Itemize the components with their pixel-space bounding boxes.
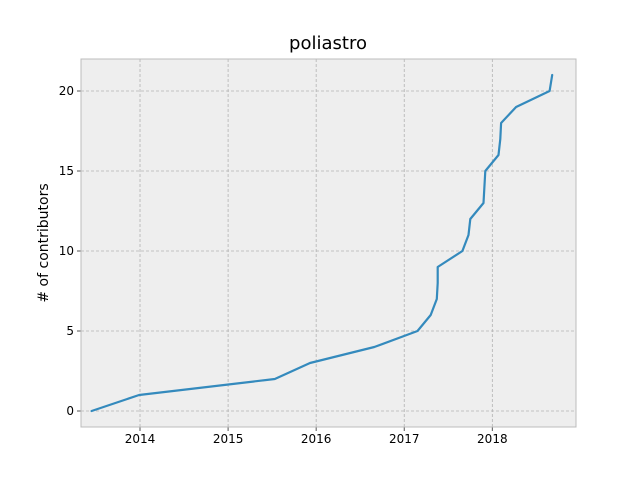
plot-area: [81, 59, 576, 427]
series-line: [90, 73, 554, 413]
x-tick-label: 2018: [477, 432, 508, 446]
plot-frame: [80, 58, 577, 428]
x-tick-label: 2016: [301, 432, 332, 446]
y-tick-label: 15: [59, 164, 74, 178]
x-axis-ticks: 2014 2015 2016 2017 2018: [125, 427, 508, 446]
y-tick-label: 5: [66, 324, 74, 338]
x-tick-label: 2017: [389, 432, 420, 446]
chart-title: poliastro: [289, 33, 367, 54]
x-tick-label: 2015: [213, 432, 244, 446]
grid-lines: [81, 59, 576, 427]
y-tick-label: 0: [66, 404, 74, 418]
series-group: [90, 73, 554, 413]
y-tick-label: 20: [59, 84, 74, 98]
y-axis-label: # of contributors: [36, 183, 52, 302]
y-axis-ticks: 0 5 10 15 20: [59, 84, 81, 418]
x-tick-label: 2014: [125, 432, 156, 446]
y-tick-label: 10: [59, 244, 74, 258]
